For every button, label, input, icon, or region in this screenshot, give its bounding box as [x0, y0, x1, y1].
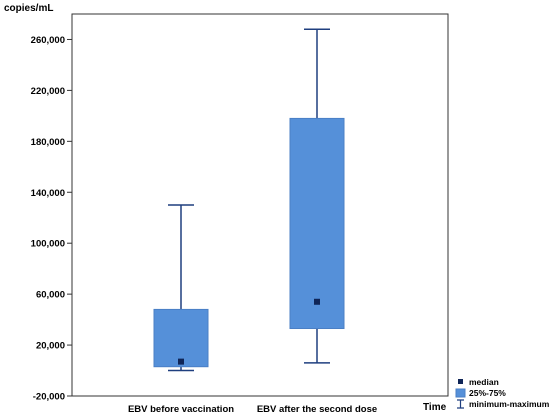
x-category-label: EBV before vaccination	[128, 404, 234, 415]
box-1	[153, 204, 209, 372]
y-tick-label: -20,000	[33, 392, 65, 403]
y-tick-label: 140,000	[31, 188, 65, 199]
plot-area	[71, 13, 449, 397]
legend-item-3: minimum-maximum	[457, 399, 550, 409]
y-tick-label: 180,000	[31, 137, 65, 148]
iqr-swatch	[455, 388, 466, 398]
y-axis-title: copies/mL	[4, 3, 53, 14]
iqr-box	[289, 117, 345, 330]
iqr-box	[153, 308, 209, 368]
legend-label: minimum-maximum	[469, 399, 550, 409]
whisker-swatch	[457, 399, 464, 409]
y-tick-label: 20,000	[36, 341, 65, 352]
legend-item-2: 25%-75%	[455, 388, 506, 398]
x-axis-title: Time	[423, 402, 447, 413]
y-tick-label: 220,000	[31, 86, 65, 97]
y-tick-label: 260,000	[31, 35, 65, 46]
category-labels: EBV before vaccination EBV after the seco…	[128, 404, 377, 415]
y-tick-label: 60,000	[36, 290, 65, 301]
y-tick-label: 100,000	[31, 239, 65, 250]
box-2	[289, 28, 345, 364]
boxes	[153, 28, 345, 372]
legend-label: 25%-75%	[469, 388, 506, 398]
median-marker	[178, 358, 184, 365]
y-axis: -20,000 20,000 60,000 100,000 140,000 180,000…	[31, 35, 72, 403]
legend-label: median	[469, 377, 499, 387]
median-swatch	[458, 379, 463, 384]
x-category-label: EBV after the second dose	[257, 404, 377, 415]
median-marker	[314, 298, 320, 305]
legend-item-1: median	[458, 377, 499, 387]
